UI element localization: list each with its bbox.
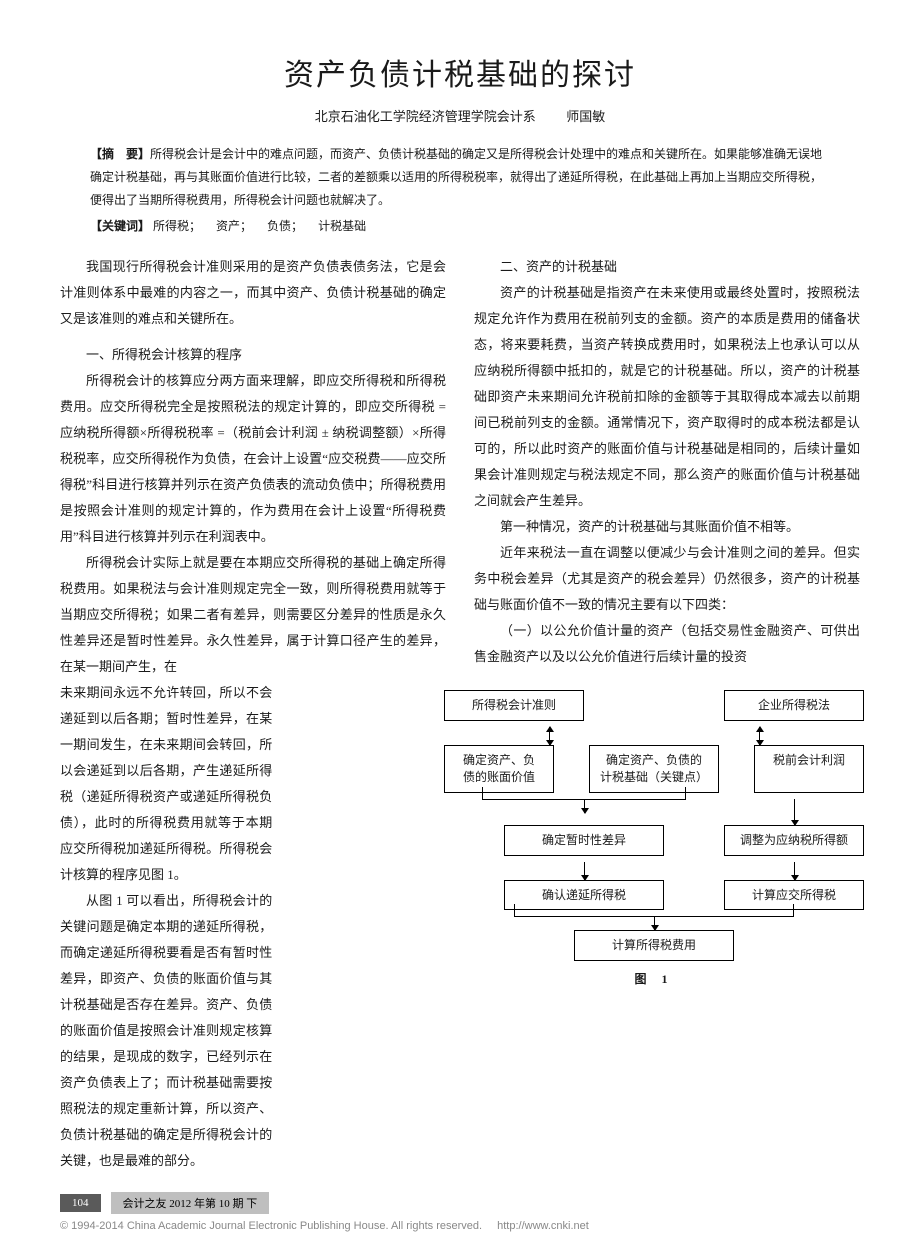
paragraph: 资产的计税基础是指资产在未来使用或最终处置时，按照税法规定允许作为费用在税前列支… [474, 280, 860, 514]
flow-node: 确定资产、负债的 计税基础（关键点） [589, 745, 719, 793]
paragraph: 所得税会计实际上就是要在本期应交所得税的基础上确定所得税费用。如果税法与会计准则… [60, 550, 446, 680]
column-left: 我国现行所得税会计准则采用的是资产负债表债务法，它是会计准则体系中最难的内容之一… [60, 254, 446, 1174]
flow-node: 确定暂时性差异 [504, 825, 664, 856]
abstract-text: 所得税会计是会计中的难点问题，而资产、负债计税基础的确定又是所得税会计处理中的难… [90, 147, 822, 207]
page-number: 104 [60, 1194, 101, 1212]
flow-node: 税前会计利润 [754, 745, 864, 793]
copyright-text: © 1994-2014 China Academic Journal Elect… [60, 1220, 482, 1232]
flow-node: 确认递延所得税 [504, 880, 664, 911]
keyword: 资产； [216, 219, 252, 233]
author-line: 北京石油化工学院经济管理学院会计系 师国敏 [60, 106, 860, 125]
keywords-label: 【关键词】 [90, 219, 150, 233]
journal-info: 会计之友 2012 年第 10 期 下 [111, 1192, 270, 1214]
paragraph: 我国现行所得税会计准则采用的是资产负债表债务法，它是会计准则体系中最难的内容之一… [60, 254, 446, 332]
figure-caption: 图 1 [444, 967, 864, 991]
footer-bar: 104 会计之友 2012 年第 10 期 下 [60, 1192, 860, 1214]
flow-node: 所得税会计准则 [444, 690, 584, 721]
paper-title: 资产负债计税基础的探讨 [60, 50, 860, 94]
abstract: 【摘 要】所得税会计是会计中的难点问题，而资产、负债计税基础的确定又是所得税会计… [90, 143, 830, 211]
paragraph: 未来期间永远不允许转回，所以不会递延到以后各期；暂时性差异，在某一期间发生，在未… [60, 680, 272, 888]
section-heading: 二、资产的计税基础 [474, 254, 860, 280]
abstract-label: 【摘 要】 [90, 147, 150, 161]
figure-1: 所得税会计准则 企业所得税法 确定资产、负 债的账面价值 确定资产、负债的 计税… [444, 690, 864, 991]
keyword: 负债； [267, 219, 303, 233]
keyword: 所得税； [153, 219, 201, 233]
copyright-line: © 1994-2014 China Academic Journal Elect… [60, 1220, 860, 1232]
affiliation: 北京石油化工学院经济管理学院会计系 [315, 109, 536, 124]
paragraph: 从图 1 可以看出，所得税会计的关键问题是确定本期的递延所得税，而确定递延所得税… [60, 888, 272, 1174]
flow-node: 调整为应纳税所得额 [724, 825, 864, 856]
cnki-link[interactable]: http://www.cnki.net [497, 1220, 589, 1232]
keyword: 计税基础 [318, 219, 366, 233]
paragraph: 近年来税法一直在调整以便减少与会计准则之间的差异。但实务中税会差异（尤其是资产的… [474, 540, 860, 618]
paragraph: （一）以公允价值计量的资产（包括交易性金融资产、可供出售金融资产以及以公允价值进… [474, 618, 860, 670]
flow-node: 计算应交所得税 [724, 880, 864, 911]
section-heading: 一、所得税会计核算的程序 [60, 342, 446, 368]
paragraph: 第一种情况，资产的计税基础与其账面价值不相等。 [474, 514, 860, 540]
flow-node: 企业所得税法 [724, 690, 864, 721]
flow-node: 计算所得税费用 [574, 930, 734, 961]
flow-node: 确定资产、负 债的账面价值 [444, 745, 554, 793]
author: 师国敏 [566, 109, 605, 124]
keywords: 【关键词】 所得税； 资产； 负债； 计税基础 [90, 217, 830, 234]
paragraph: 所得税会计的核算应分两方面来理解，即应交所得税和所得税费用。应交所得税完全是按照… [60, 368, 446, 550]
